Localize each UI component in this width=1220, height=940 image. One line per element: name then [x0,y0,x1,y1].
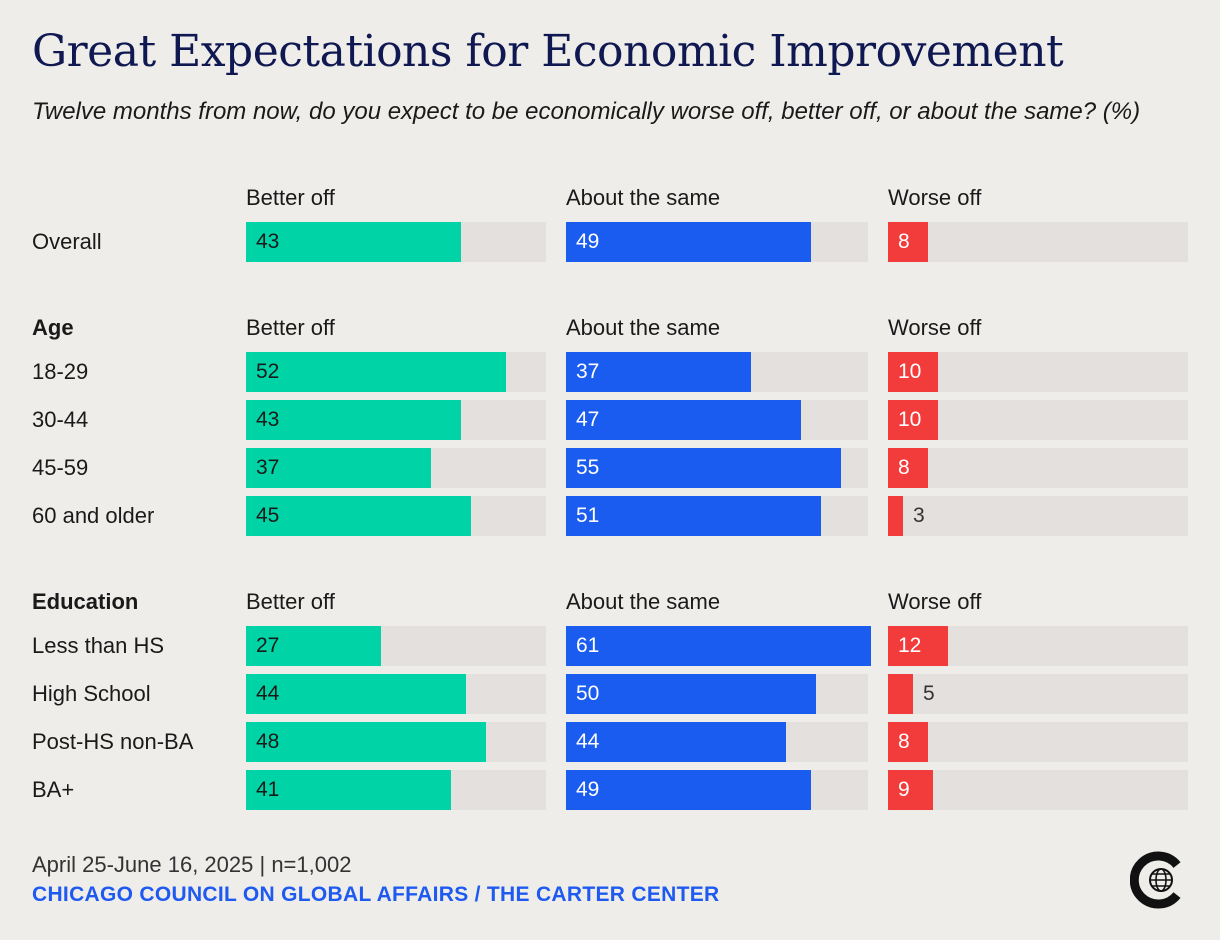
bar-worse-off [888,400,938,440]
row-label: High School [32,681,151,706]
bar-track [888,722,1188,762]
group-label: Age [32,315,74,340]
bar-track [888,674,1188,714]
data-label: 48 [256,730,280,753]
bar-track [888,496,1188,536]
bar-better-off [246,352,506,392]
data-label: 3 [913,504,925,527]
bar-about-same [566,770,811,810]
column-header-about-same: About the same [566,315,721,340]
data-label: 10 [898,408,922,431]
data-label: 45 [256,504,280,527]
data-label: 61 [576,634,600,657]
row-label: BA+ [32,777,75,802]
data-label: 8 [898,730,910,753]
column-header-better-off: Better off [246,185,335,210]
data-label: 8 [898,230,910,253]
bar-better-off [246,626,381,666]
row-label: Overall [32,229,102,254]
bar-track [888,400,1188,440]
column-header-worse-off: Worse off [888,185,982,210]
bar-track [888,770,1188,810]
bar-about-same [566,722,786,762]
column-header-about-same: About the same [566,589,721,614]
row-label: 30-44 [32,407,89,432]
chart-subtitle: Twelve months from now, do you expect to… [32,98,1141,125]
bar-worse-off [888,626,948,666]
data-label: 10 [898,360,922,383]
bar-better-off [246,770,451,810]
bar-worse-off [888,770,933,810]
data-label: 27 [256,634,280,657]
bar-track [888,448,1188,488]
data-label: 50 [576,682,600,705]
bar-better-off [246,400,461,440]
column-header-about-same: About the same [566,185,721,210]
bar-worse-off [888,674,913,714]
bar-about-same [566,400,801,440]
data-label: 47 [576,408,600,431]
data-label: 8 [898,456,910,479]
bar-about-same [566,626,871,666]
bar-about-same [566,222,811,262]
row-label: 60 and older [32,503,155,528]
footer-date: April 25-June 16, 2025 | n=1,002 [32,852,352,877]
bar-better-off [246,496,471,536]
globe-c-logo-icon [1130,851,1181,909]
bar-better-off [246,722,486,762]
data-label: 43 [256,230,280,253]
row-label: 45-59 [32,455,89,480]
bar-about-same [566,674,816,714]
bar-track [888,352,1188,392]
data-label: 44 [576,730,600,753]
data-label: 49 [576,230,600,253]
bar-worse-off [888,222,928,262]
data-label: 44 [256,682,280,705]
bar-worse-off [888,722,928,762]
group-label: Education [32,589,139,614]
data-label: 51 [576,504,600,527]
bar-better-off [246,674,466,714]
bar-track [888,222,1188,262]
column-header-worse-off: Worse off [888,315,982,340]
bar-about-same [566,448,841,488]
row-label: Post-HS non-BA [32,729,194,754]
chart-title: Great Expectations for Economic Improvem… [32,26,1064,77]
bar-better-off [246,222,461,262]
bar-worse-off [888,448,928,488]
data-label: 12 [898,634,922,657]
bar-worse-off [888,496,903,536]
bar-worse-off [888,352,938,392]
column-header-better-off: Better off [246,315,335,340]
data-label: 41 [256,778,280,801]
bar-better-off [246,448,431,488]
bar-about-same [566,352,751,392]
column-header-better-off: Better off [246,589,335,614]
data-label: 9 [898,778,910,801]
bar-about-same [566,496,821,536]
footer-source: CHICAGO COUNCIL ON GLOBAL AFFAIRS / THE … [32,883,720,906]
data-label: 37 [256,456,280,479]
row-label: Less than HS [32,633,165,658]
data-label: 52 [256,360,280,383]
data-label: 37 [576,360,600,383]
data-label: 43 [256,408,280,431]
data-label: 55 [576,456,600,479]
data-label: 5 [923,682,935,705]
row-label: 18-29 [32,359,89,384]
column-header-worse-off: Worse off [888,589,982,614]
data-label: 49 [576,778,600,801]
